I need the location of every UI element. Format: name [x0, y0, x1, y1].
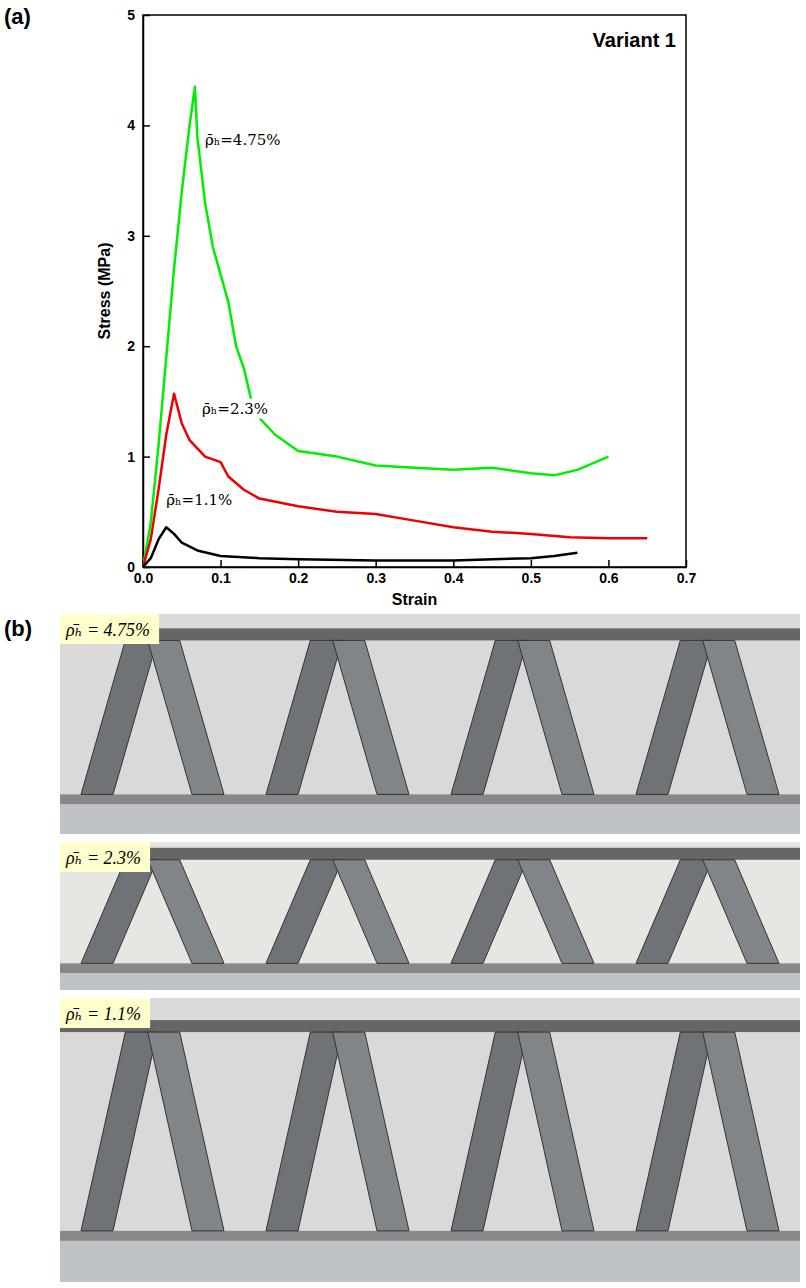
x-tick-label: 0.2	[289, 570, 309, 586]
y-axis-title: Stress (MPa)	[96, 243, 113, 340]
label-patch	[203, 130, 283, 150]
y-tick-mark	[143, 125, 150, 127]
photo: ρ̄ₕ = 1.1%	[60, 998, 800, 1282]
x-tick: 0.3	[366, 560, 386, 586]
y-tick: 4	[127, 117, 150, 133]
x-tick-mark	[531, 560, 533, 567]
curve-label: ρ̄ₕ=2.3%	[202, 400, 268, 418]
x-tick-label: 0.3	[366, 570, 386, 586]
photo-label: ρ̄ₕ = 1.1%	[65, 1004, 141, 1024]
y-tick-mark	[143, 346, 150, 348]
y-tick-mark	[143, 236, 150, 238]
x-tick: 0.6	[599, 560, 619, 586]
curve-label: ρ̄ₕ=1.1%	[166, 491, 232, 509]
y-tick: 5	[127, 7, 150, 23]
x-tick-label: 0.1	[211, 570, 231, 586]
y-tick: 3	[127, 228, 150, 244]
x-tick: 0.4	[444, 560, 464, 586]
photo-label-box	[60, 614, 159, 644]
y-tick-label: 1	[127, 449, 135, 465]
plot-frame	[143, 15, 686, 567]
y-tick-label: 2	[127, 338, 135, 354]
y-tick-label: 4	[127, 117, 135, 133]
y-tick: 2	[127, 338, 150, 354]
label-patch	[164, 490, 234, 510]
x-tick-label: 0.5	[522, 570, 542, 586]
y-tick-label: 0	[127, 559, 135, 575]
x-tick: 0.1	[211, 560, 231, 586]
x-tick-label: 0.0	[134, 570, 154, 586]
y-axis: 0 1 2 3 4 5	[127, 7, 150, 575]
series-line	[143, 394, 647, 567]
x-tick-mark	[608, 560, 610, 567]
y-tick-mark	[143, 15, 150, 17]
photo-label: ρ̄ₕ = 4.75%	[65, 620, 150, 640]
x-tick-label: 0.4	[444, 570, 464, 586]
y-tick-mark	[143, 456, 150, 458]
x-tick-mark	[220, 560, 222, 567]
y-tick: 1	[127, 449, 150, 465]
y-axis-line	[143, 16, 145, 568]
figure: (a) 0.0 0.1 0.2 0.3 0.4 0.5 0.6 0.7 0 1 2 3 4 5 Strain S…	[0, 0, 806, 1288]
x-axis-line	[144, 567, 687, 569]
panel-label: (a)	[4, 4, 31, 29]
x-tick: 0.2	[289, 560, 309, 586]
x-axis-title: Strain	[392, 591, 437, 608]
photo-label-box	[60, 998, 150, 1028]
x-tick-mark	[686, 560, 688, 567]
x-tick: 0.7	[677, 560, 697, 586]
label-patch	[200, 399, 270, 419]
x-tick-mark	[298, 560, 300, 567]
curve-labels: ρ̄ₕ=4.75% ρ̄ₕ=2.3% ρ̄ₕ=1.1%	[164, 130, 282, 510]
curve-label: ρ̄ₕ=4.75%	[205, 131, 281, 149]
y-tick-label: 3	[127, 228, 135, 244]
photo-label: ρ̄ₕ = 2.3%	[65, 848, 141, 868]
series-line	[143, 527, 577, 567]
series-line	[143, 87, 608, 567]
chart-title: Variant 1	[593, 29, 676, 51]
photo-label-box	[60, 842, 150, 872]
photo: ρ̄ₕ = 4.75%	[60, 614, 800, 834]
y-tick-label: 5	[127, 7, 135, 23]
panel-label: (b)	[4, 616, 32, 641]
photo: ρ̄ₕ = 2.3%	[60, 842, 800, 990]
plot-area	[143, 87, 647, 567]
x-tick: 0.5	[522, 560, 542, 586]
x-tick-label: 0.6	[599, 570, 619, 586]
x-axis: 0.0 0.1 0.2 0.3 0.4 0.5 0.6 0.7	[134, 560, 697, 586]
x-tick-label: 0.7	[677, 570, 697, 586]
